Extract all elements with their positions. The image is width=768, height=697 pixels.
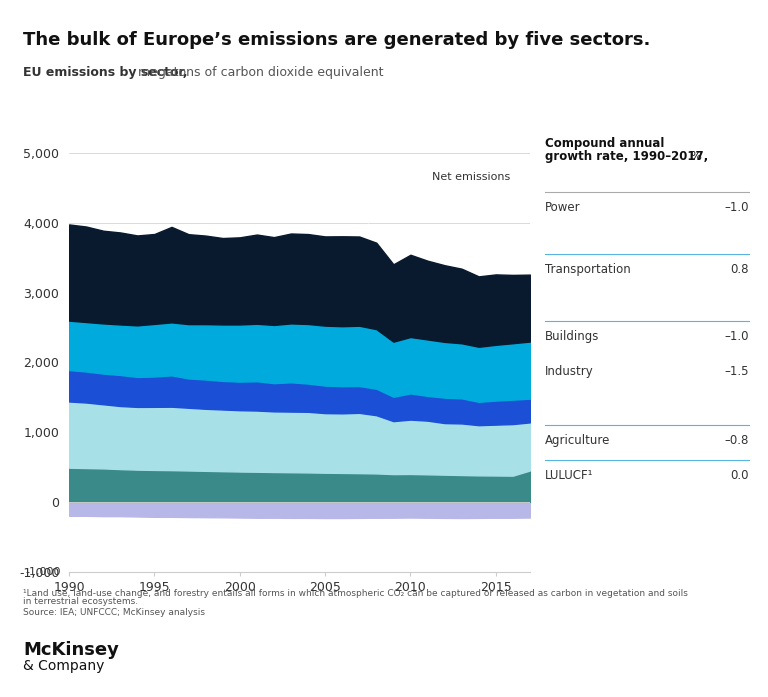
Text: growth rate, 1990–2017,: growth rate, 1990–2017, — [545, 150, 709, 163]
Text: ¹Land use, land-use change, and forestry entails all forms in which atmospheric : ¹Land use, land-use change, and forestry… — [23, 589, 688, 598]
Text: Agriculture: Agriculture — [545, 434, 611, 447]
Text: EU emissions by sector,: EU emissions by sector, — [23, 66, 187, 79]
Text: LULUCF¹: LULUCF¹ — [545, 469, 594, 482]
Text: in terrestrial ecosystems.: in terrestrial ecosystems. — [23, 597, 138, 606]
Text: Compound annual: Compound annual — [545, 137, 664, 151]
Text: –1.5: –1.5 — [724, 365, 749, 378]
Text: The bulk of Europe’s emissions are generated by five sectors.: The bulk of Europe’s emissions are gener… — [23, 31, 650, 49]
Text: Source: IEA; UNFCCC; McKinsey analysis: Source: IEA; UNFCCC; McKinsey analysis — [23, 608, 205, 617]
Text: %: % — [687, 150, 702, 163]
Text: & Company: & Company — [23, 659, 104, 673]
Text: -1,000: -1,000 — [25, 567, 61, 576]
Text: Transportation: Transportation — [545, 263, 631, 277]
Text: 0.8: 0.8 — [730, 263, 749, 277]
Legend: Net emissions: Net emissions — [392, 167, 515, 186]
Text: Buildings: Buildings — [545, 330, 600, 343]
Text: –1.0: –1.0 — [724, 330, 749, 343]
Text: 0.0: 0.0 — [730, 469, 749, 482]
Text: Industry: Industry — [545, 365, 594, 378]
Text: –0.8: –0.8 — [724, 434, 749, 447]
Text: megatons of carbon dioxide equivalent: megatons of carbon dioxide equivalent — [134, 66, 384, 79]
Text: McKinsey: McKinsey — [23, 641, 119, 659]
Text: –1.0: –1.0 — [724, 201, 749, 214]
Text: Power: Power — [545, 201, 581, 214]
